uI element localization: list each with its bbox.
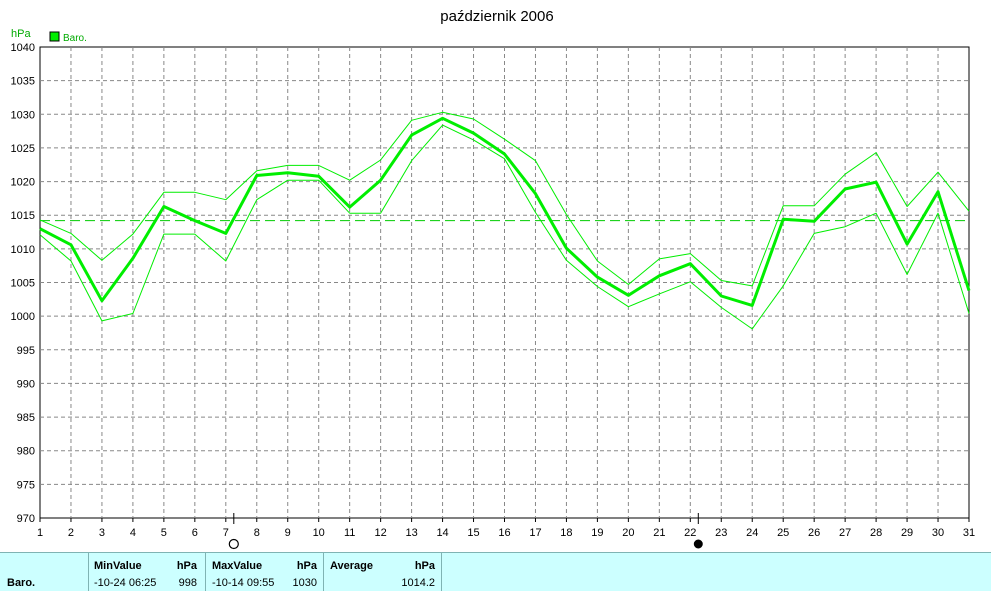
x-tick-label: 11 (344, 527, 355, 539)
full-moon-icon (228, 538, 239, 550)
y-tick-label: 975 (17, 479, 35, 491)
y-tick-label: 1020 (11, 177, 35, 189)
min-value-time: -10-24 06:25 (94, 577, 157, 589)
x-tick-label: 13 (405, 527, 417, 539)
stats-label-cell: Baro. (0, 553, 89, 591)
x-tick-label: 31 (963, 527, 975, 539)
series-layer (39, 111, 971, 330)
legend-label: Baro. (63, 33, 87, 44)
x-tick-label: 28 (870, 527, 882, 539)
stats-max-cell: MaxValue hPa -10-14 09:55 1030 (206, 553, 324, 591)
x-tick-label: 29 (901, 527, 913, 539)
x-tick-label: 21 (653, 527, 665, 539)
stats-min-cell: MinValue hPa -10-24 06:25 998 (89, 553, 206, 591)
y-tick-label: 1025 (11, 143, 35, 155)
x-tick-label: 27 (839, 527, 851, 539)
y-tick-label: 990 (17, 378, 35, 390)
y-axis: 970 975 980 985 990 995 1000 1005 1010 1015 1020 10… (11, 42, 35, 525)
x-tick-label: 22 (684, 527, 696, 539)
max-value-header: MaxValue (212, 560, 263, 572)
max-value-time: -10-14 09:55 (212, 577, 275, 589)
stats-row-label: Baro. (7, 577, 36, 589)
x-tick-label: 2 (68, 527, 74, 539)
average-value: 1014.2 (401, 577, 435, 589)
y-tick-label: 1015 (11, 210, 35, 222)
y-tick-label: 1040 (11, 42, 35, 54)
max-value: 1030 (292, 577, 317, 589)
x-tick-label: 17 (529, 527, 541, 539)
series-line-daily-max (39, 111, 970, 287)
x-tick-label: 16 (498, 527, 510, 539)
x-tick-label: 20 (622, 527, 634, 539)
y-tick-label: 980 (17, 446, 35, 458)
x-tick-label: 18 (560, 527, 572, 539)
max-value-unit: hPa (296, 560, 317, 572)
min-value-unit: hPa (176, 560, 197, 572)
series-line-baro (39, 116, 971, 307)
x-tick-label: 30 (932, 527, 944, 539)
y-tick-label: 1030 (11, 109, 35, 121)
y-tick-label: 1000 (11, 311, 35, 323)
y-tick-label: 970 (17, 513, 35, 525)
x-tick-label: 15 (467, 527, 479, 539)
chart-title: październik 2006 (440, 8, 553, 25)
x-tick-label: 8 (254, 527, 260, 539)
average-unit: hPa (414, 560, 435, 572)
moon-phases (228, 513, 703, 550)
new-moon-icon (693, 539, 703, 549)
grid (40, 47, 969, 518)
x-tick-label: 23 (715, 527, 727, 539)
stats-average-cell: Average hPa 1014.2 (324, 553, 442, 591)
x-tick-label: 7 (223, 527, 229, 539)
x-tick-label: 10 (313, 527, 325, 539)
series-line-daily-min (39, 124, 970, 330)
x-tick-label: 12 (375, 527, 387, 539)
stats-bar: Baro. MinValue hPa -10-24 06:25 998 MaxV… (0, 552, 991, 591)
x-tick-label: 19 (591, 527, 603, 539)
chart: październik 2006 hPa Baro. 9709759809859… (11, 8, 975, 550)
x-tick-label: 25 (777, 527, 789, 539)
x-tick-label: 1 (37, 527, 43, 539)
y-tick-label: 1010 (11, 244, 35, 256)
y-tick-label: 995 (17, 345, 35, 357)
legend-swatch (49, 31, 60, 42)
y-tick-label: 985 (17, 412, 35, 424)
min-value-header: MinValue (94, 560, 142, 572)
y-tick-label: 1005 (11, 278, 35, 290)
x-tick-label: 24 (746, 527, 758, 539)
average-header: Average (330, 560, 374, 572)
x-tick-label: 5 (161, 527, 167, 539)
y-tick-label: 1035 (11, 76, 35, 88)
min-value: 998 (178, 577, 197, 589)
x-tick-label: 14 (436, 527, 448, 539)
x-tick-label: 4 (130, 527, 136, 539)
x-tick-label: 3 (99, 527, 105, 539)
x-axis: 1 2 3 4 5 6 7 8 9 10 11 12 13 14 15 16 17 18 19 20 21 22 23 24 2… (37, 518, 975, 539)
x-tick-label: 6 (192, 527, 198, 539)
x-tick-label: 26 (808, 527, 820, 539)
y-axis-unit: hPa (11, 28, 31, 40)
x-tick-label: 9 (285, 527, 291, 539)
